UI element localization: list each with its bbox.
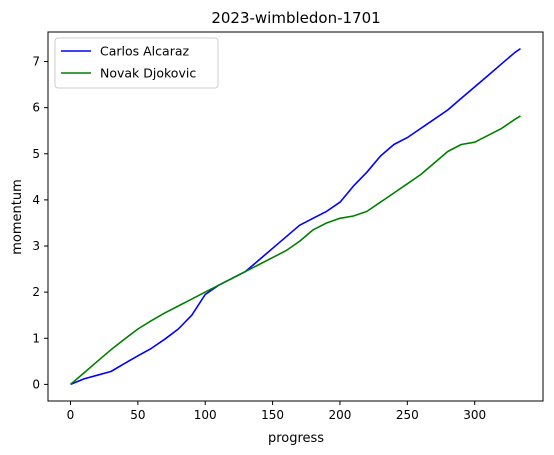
x-axis-label: progress [268,431,324,446]
plot-area [69,47,521,386]
y-tick-label: 7 [32,55,40,69]
legend-label-novak-djokovic: Novak Djokovic [100,66,196,81]
y-tick-label: 1 [32,331,40,345]
legend-label-carlos-alcaraz: Carlos Alcaraz [100,44,189,59]
series-line-novak-djokovic [69,115,521,386]
x-tick-label: 200 [329,408,352,422]
x-tick-label: 150 [261,408,284,422]
legend-box [54,37,219,89]
x-tick-label: 0 [67,408,75,422]
chart-title: 2023-wimbledon-1701 [211,9,380,27]
y-axis: 0 1 2 3 4 5 6 7 [32,55,48,391]
y-tick-label: 0 [32,377,40,391]
x-tick-label: 50 [130,408,145,422]
y-tick-label: 4 [32,193,40,207]
y-tick-label: 3 [32,239,40,253]
x-tick-label: 100 [194,408,217,422]
x-tick-label: 300 [463,408,486,422]
x-tick-label: 250 [396,408,419,422]
y-axis-label: momentum [10,179,25,255]
y-tick-label: 2 [32,285,40,299]
legend: Carlos Alcaraz Novak Djokovic [54,37,219,89]
x-axis: 0 50 100 150 200 250 300 [67,401,486,422]
y-tick-label: 6 [32,101,40,115]
y-tick-label: 5 [32,147,40,161]
series-line-carlos-alcaraz [70,47,521,386]
plot-frame [47,31,544,402]
